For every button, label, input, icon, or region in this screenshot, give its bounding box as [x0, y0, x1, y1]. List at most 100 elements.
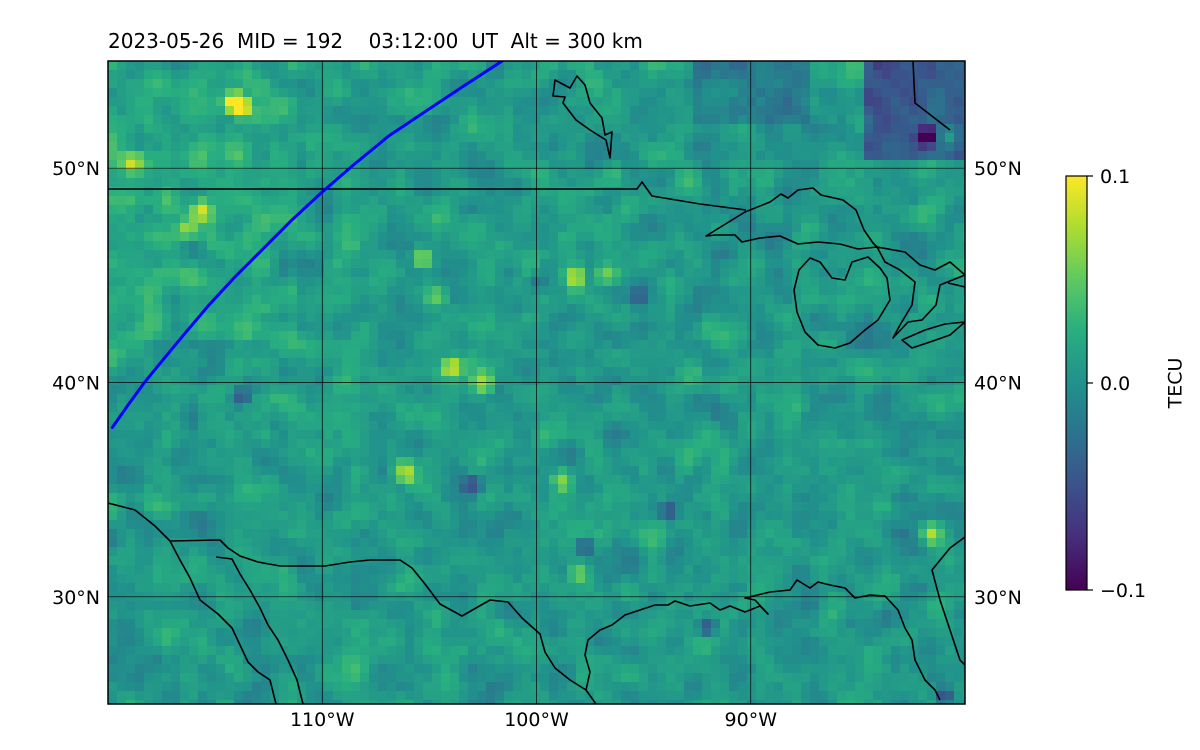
tec-cell	[306, 484, 316, 494]
tec-cell	[558, 142, 568, 152]
tec-cell	[648, 367, 658, 377]
tec-cell	[297, 403, 307, 413]
tec-cell	[945, 430, 955, 440]
tec-cell	[135, 340, 145, 350]
tec-cell	[126, 160, 136, 170]
tec-cell	[405, 61, 415, 71]
tec-cell	[117, 151, 127, 161]
tec-cell	[801, 142, 811, 152]
tec-cell	[270, 313, 280, 323]
tec-cell	[495, 214, 505, 224]
tec-cell	[162, 61, 172, 71]
tec-cell	[846, 484, 856, 494]
tec-cell	[324, 367, 334, 377]
tec-cell	[324, 421, 334, 431]
tec-cell	[810, 79, 820, 89]
tec-cell	[756, 367, 766, 377]
tec-cell	[477, 169, 487, 179]
tec-cell	[963, 169, 965, 179]
tec-cell	[558, 115, 568, 125]
tec-cell	[900, 358, 910, 368]
tec-cell	[270, 61, 280, 71]
tec-cell	[342, 313, 352, 323]
tec-cell	[171, 403, 181, 413]
tec-cell	[630, 367, 640, 377]
tec-cell	[603, 214, 613, 224]
tec-cell	[927, 448, 937, 458]
tec-cell	[306, 304, 316, 314]
tec-cell	[873, 79, 883, 89]
tec-cell	[666, 70, 676, 80]
tec-cell	[135, 277, 145, 287]
tec-cell	[108, 484, 118, 494]
tec-cell	[963, 286, 965, 296]
tec-cell	[297, 151, 307, 161]
tec-cell	[837, 169, 847, 179]
tec-cell	[900, 502, 910, 512]
tec-cell	[396, 196, 406, 206]
tec-cell	[846, 502, 856, 512]
tec-cell	[225, 448, 235, 458]
tec-cell	[531, 133, 541, 143]
tec-cell	[153, 340, 163, 350]
tec-cell	[288, 97, 298, 107]
tec-cell	[153, 241, 163, 251]
tec-cell	[297, 457, 307, 467]
tec-cell	[135, 448, 145, 458]
tec-cell	[288, 322, 298, 332]
tec-cell	[279, 304, 289, 314]
tec-cell	[369, 502, 379, 512]
tec-cell	[765, 403, 775, 413]
tec-cell	[882, 457, 892, 467]
tec-cell	[414, 295, 424, 305]
tec-cell	[297, 358, 307, 368]
tec-cell	[891, 295, 901, 305]
tec-cell	[675, 61, 685, 71]
map-area[interactable]	[108, 61, 973, 710]
tec-cell	[864, 196, 874, 206]
tec-cell	[855, 358, 865, 368]
tec-cell	[585, 214, 595, 224]
tec-cell	[855, 250, 865, 260]
tec-cell	[828, 340, 838, 350]
tec-cell	[639, 520, 649, 530]
tec-cell	[180, 457, 190, 467]
tec-cell	[531, 259, 541, 269]
tec-cell	[126, 205, 136, 215]
tec-cell	[900, 133, 910, 143]
tec-cell	[405, 142, 415, 152]
tec-cell	[585, 124, 595, 134]
tec-cell	[225, 358, 235, 368]
tec-cell	[540, 367, 550, 377]
tec-cell	[369, 457, 379, 467]
tec-cell	[882, 196, 892, 206]
tec-cell	[720, 259, 730, 269]
tec-cell	[405, 340, 415, 350]
tec-cell	[180, 412, 190, 422]
tec-cell	[738, 187, 748, 197]
tec-cell	[243, 277, 253, 287]
tec-cell	[495, 133, 505, 143]
tec-cell	[126, 511, 136, 521]
tec-cell	[702, 502, 712, 512]
tec-cell	[270, 385, 280, 395]
tec-cell	[441, 331, 451, 341]
tec-cell	[891, 457, 901, 467]
tec-cell	[396, 223, 406, 233]
tec-cell	[279, 286, 289, 296]
tec-cell	[198, 259, 208, 269]
tec-cell	[450, 268, 460, 278]
tec-cell	[837, 223, 847, 233]
tec-cell	[558, 259, 568, 269]
tec-cell	[927, 61, 937, 71]
tec-cell	[639, 286, 649, 296]
tec-cell	[513, 232, 523, 242]
tec-cell	[441, 61, 451, 71]
tec-cell	[153, 439, 163, 449]
tec-cell	[792, 205, 802, 215]
tec-cell	[774, 70, 784, 80]
tec-cell	[738, 421, 748, 431]
tec-cell	[216, 259, 226, 269]
tec-cell	[693, 322, 703, 332]
tec-cell	[639, 142, 649, 152]
